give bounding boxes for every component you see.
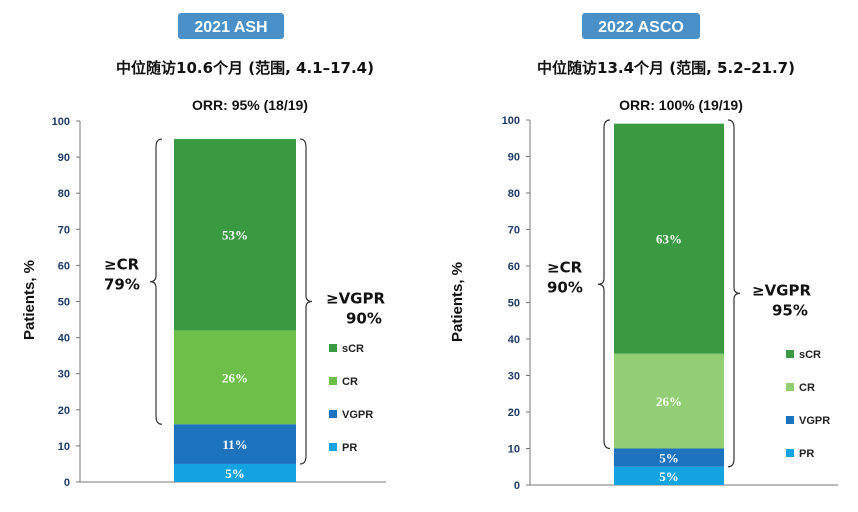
brace-right <box>727 119 741 468</box>
annotation-left-title: ≥CR <box>104 256 140 274</box>
orr-2021: ORR: 95% (18/19) <box>192 97 308 113</box>
bar-label-scr: 63% <box>656 232 682 247</box>
legend-swatch-scr <box>329 344 337 352</box>
annotation-right-value: 95% <box>772 301 808 319</box>
bar-segment-scr <box>174 139 296 331</box>
y-tick-label: 80 <box>58 188 70 200</box>
legend-label-pr: PR <box>342 442 357 454</box>
y-tick-label: 80 <box>508 188 520 200</box>
bar-segment-pr <box>174 463 296 482</box>
y-tick-label: 20 <box>58 405 70 417</box>
y-tick-label: 40 <box>58 333 70 345</box>
legend-label-cr: CR <box>342 376 358 388</box>
y-tick-label: 20 <box>508 407 520 419</box>
bar-segment-scr <box>614 123 724 354</box>
bar-label-scr: 53% <box>222 228 248 243</box>
brace-right <box>299 138 313 465</box>
badge-2022 <box>582 13 700 39</box>
y-tick-label: 60 <box>58 260 70 272</box>
annotation-right-value: 90% <box>346 310 382 328</box>
annotation-left-title: ≥CR <box>547 258 583 276</box>
y-axis-label-2022: Patients, % <box>449 262 466 342</box>
legend-label-cr: CR <box>799 382 815 394</box>
legend-label-vgpr: VGPR <box>342 409 373 421</box>
bar-label-pr: 5% <box>659 469 679 484</box>
y-tick-label: 30 <box>58 369 70 381</box>
legend-swatch-pr <box>786 449 794 457</box>
legend-swatch-scr <box>786 350 794 358</box>
bar-segment-pr <box>614 466 724 485</box>
bar-segment-vgpr <box>614 448 724 467</box>
y-tick-label: 60 <box>508 261 520 273</box>
legend-label-pr: PR <box>799 448 814 460</box>
chart-title-2022: 中位随访13.4个月 (范围, 5.2–21.7) <box>537 59 795 77</box>
y-tick-label: 0 <box>514 480 520 492</box>
y-tick-label: 70 <box>58 224 70 236</box>
legend-swatch-cr <box>329 377 337 385</box>
annotation-left-value: 79% <box>104 276 140 294</box>
y-tick-label: 100 <box>52 116 70 128</box>
brace-left <box>149 138 163 425</box>
annotation-right-title: ≥VGPR <box>752 281 811 299</box>
badge-2021 <box>178 13 284 39</box>
chart-title-2021: 中位随访10.6个月 (范围, 4.1–17.4) <box>116 59 374 77</box>
badge-text-2022: 2022 ASCO <box>598 19 684 36</box>
chart-panel-2022: 2022 ASCO 中位随访13.4个月 (范围, 5.2–21.7) ORR:… <box>449 13 838 492</box>
legend-label-scr: sCR <box>342 343 364 355</box>
bar-segment-vgpr <box>174 424 296 464</box>
annotation-right-title: ≥VGPR <box>326 290 385 308</box>
y-tick-label: 40 <box>508 334 520 346</box>
bar-label-cr: 26% <box>656 394 682 409</box>
y-tick-label: 30 <box>508 371 520 383</box>
legend-swatch-pr <box>329 443 337 451</box>
legend-swatch-vgpr <box>329 410 337 418</box>
brace-left <box>597 119 611 450</box>
y-tick-label: 10 <box>508 444 520 456</box>
annotation-left-value: 90% <box>547 278 583 296</box>
chart-panel-2021: 2021 ASH 中位随访10.6个月 (范围, 4.1–17.4) ORR: … <box>21 13 386 489</box>
bar-segment-cr <box>174 330 296 425</box>
y-tick-label: 70 <box>508 225 520 237</box>
badge-text-2021: 2021 ASH <box>194 19 267 36</box>
y-tick-label: 90 <box>508 152 520 164</box>
legend-swatch-cr <box>786 383 794 391</box>
bar-label-vgpr: 11% <box>222 437 247 452</box>
legend-label-scr: sCR <box>799 349 821 361</box>
plot-area-2021: 0 10 20 30 40 50 60 70 80 90 100 5% 11% 26% 53% ≥CR 79% ≥… <box>52 116 386 489</box>
y-tick-label: 50 <box>508 298 520 310</box>
y-axis-label-2021: Patients, % <box>21 260 38 340</box>
y-tick-label: 90 <box>58 152 70 164</box>
legend-swatch-vgpr <box>786 416 794 424</box>
orr-2022: ORR: 100% (19/19) <box>619 97 743 113</box>
y-tick-label: 0 <box>64 477 70 489</box>
y-tick-label: 10 <box>58 441 70 453</box>
plot-area-2022: 0 10 20 30 40 50 60 70 80 90 100 5% 5% 26% 63% ≥CR 90% ≥V… <box>502 115 838 492</box>
legend-label-vgpr: VGPR <box>799 415 830 427</box>
bar-label-vgpr: 5% <box>659 451 679 466</box>
y-tick-label: 100 <box>502 115 520 127</box>
bar-segment-cr <box>614 353 724 449</box>
bar-label-cr: 26% <box>222 370 248 385</box>
bar-label-pr: 5% <box>225 466 245 481</box>
y-tick-label: 50 <box>58 297 70 309</box>
